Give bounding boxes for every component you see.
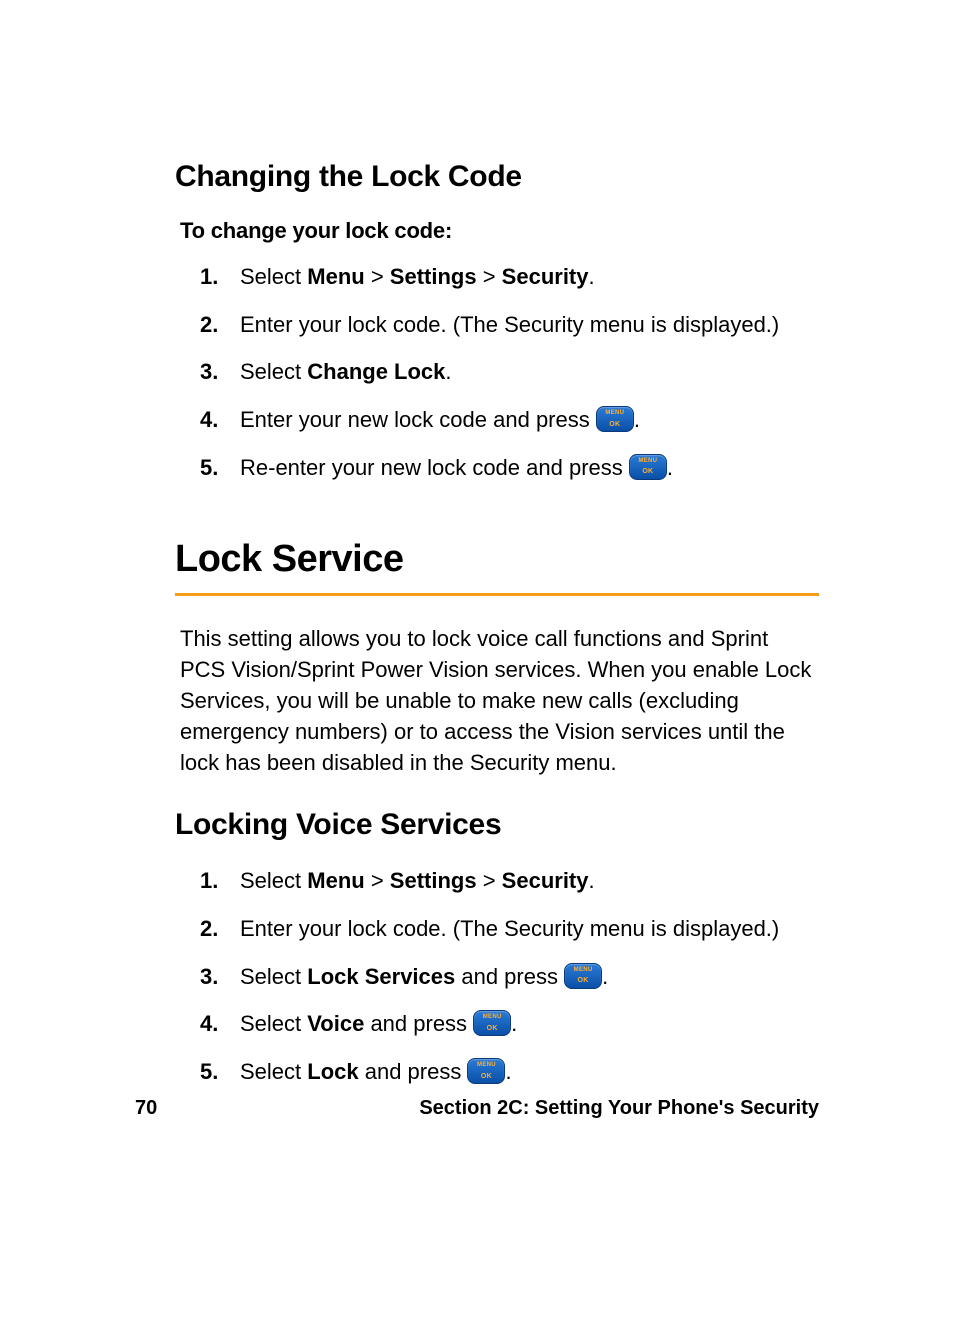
step-number: 5. bbox=[200, 1057, 218, 1087]
step-mid: and press bbox=[455, 964, 564, 989]
page-number: 70 bbox=[135, 1097, 157, 1120]
step-text: Select bbox=[240, 1059, 307, 1084]
step-item: 2. Enter your lock code. (The Security m… bbox=[200, 310, 819, 358]
period: . bbox=[445, 359, 451, 384]
change-lock-label: Change Lock bbox=[307, 359, 445, 384]
period: . bbox=[511, 1011, 517, 1036]
heading-locking-voice-services: Locking Voice Services bbox=[175, 808, 819, 842]
step-text: Enter your lock code. (The Security menu… bbox=[240, 916, 779, 941]
step-mid: and press bbox=[364, 1011, 473, 1036]
step-number: 5. bbox=[200, 453, 218, 483]
section-label: Section 2C: Setting Your Phone's Securit… bbox=[419, 1097, 819, 1120]
heading-changing-lock-code: Changing the Lock Code bbox=[175, 160, 819, 194]
step-text: Select bbox=[240, 1011, 307, 1036]
step-item: 5. Re-enter your new lock code and press… bbox=[200, 453, 819, 501]
heading-underline bbox=[175, 593, 819, 596]
lock-service-paragraph: This setting allows you to lock voice ca… bbox=[180, 624, 819, 778]
step-item: 1. Select Menu > Settings > Security. bbox=[200, 866, 819, 914]
step-item: 2. Enter your lock code. (The Security m… bbox=[200, 914, 819, 962]
step-text: Select bbox=[240, 264, 307, 289]
voice-label: Voice bbox=[307, 1011, 364, 1036]
intro-change-lock-code: To change your lock code: bbox=[180, 218, 819, 244]
settings-label: Settings bbox=[390, 264, 477, 289]
steps-locking-voice-services: 1. Select Menu > Settings > Security. 2.… bbox=[175, 866, 819, 1104]
lock-label: Lock bbox=[307, 1059, 358, 1084]
step-number: 2. bbox=[200, 310, 218, 340]
period: . bbox=[667, 455, 673, 480]
step-text: Enter your lock code. (The Security menu… bbox=[240, 312, 779, 337]
lock-services-label: Lock Services bbox=[307, 964, 455, 989]
menu-ok-button-icon bbox=[596, 406, 634, 432]
step-item: 1. Select Menu > Settings > Security. bbox=[200, 262, 819, 310]
period: . bbox=[589, 868, 595, 893]
step-mid: and press bbox=[359, 1059, 468, 1084]
sep: > bbox=[477, 868, 502, 893]
period: . bbox=[634, 407, 640, 432]
step-item: 3. Select Change Lock. bbox=[200, 357, 819, 405]
menu-ok-button-icon bbox=[629, 454, 667, 480]
menu-ok-button-icon bbox=[467, 1058, 505, 1084]
sep: > bbox=[477, 264, 502, 289]
step-text: Re-enter your new lock code and press bbox=[240, 455, 629, 480]
menu-ok-button-icon bbox=[564, 963, 602, 989]
security-label: Security bbox=[502, 868, 589, 893]
step-item: 4. Enter your new lock code and press . bbox=[200, 405, 819, 453]
step-number: 2. bbox=[200, 914, 218, 944]
step-text: Select bbox=[240, 964, 307, 989]
sep: > bbox=[365, 264, 390, 289]
step-number: 4. bbox=[200, 405, 218, 435]
step-item: 3. Select Lock Services and press . bbox=[200, 962, 819, 1010]
steps-changing-lock-code: 1. Select Menu > Settings > Security. 2.… bbox=[175, 262, 819, 500]
menu-label: Menu bbox=[307, 264, 364, 289]
manual-page: Changing the Lock Code To change your lo… bbox=[0, 0, 954, 1336]
menu-ok-button-icon bbox=[473, 1010, 511, 1036]
step-number: 4. bbox=[200, 1009, 218, 1039]
settings-label: Settings bbox=[390, 868, 477, 893]
security-label: Security bbox=[502, 264, 589, 289]
menu-label: Menu bbox=[307, 868, 364, 893]
period: . bbox=[602, 964, 608, 989]
step-item: 4. Select Voice and press . bbox=[200, 1009, 819, 1057]
sep: > bbox=[365, 868, 390, 893]
period: . bbox=[589, 264, 595, 289]
step-number: 1. bbox=[200, 262, 218, 292]
step-text: Select bbox=[240, 359, 307, 384]
step-number: 3. bbox=[200, 357, 218, 387]
step-text: Enter your new lock code and press bbox=[240, 407, 596, 432]
heading-lock-service: Lock Service bbox=[175, 538, 819, 587]
step-number: 3. bbox=[200, 962, 218, 992]
period: . bbox=[505, 1059, 511, 1084]
step-text: Select bbox=[240, 868, 307, 893]
page-footer: 70 Section 2C: Setting Your Phone's Secu… bbox=[135, 1097, 819, 1120]
step-number: 1. bbox=[200, 866, 218, 896]
